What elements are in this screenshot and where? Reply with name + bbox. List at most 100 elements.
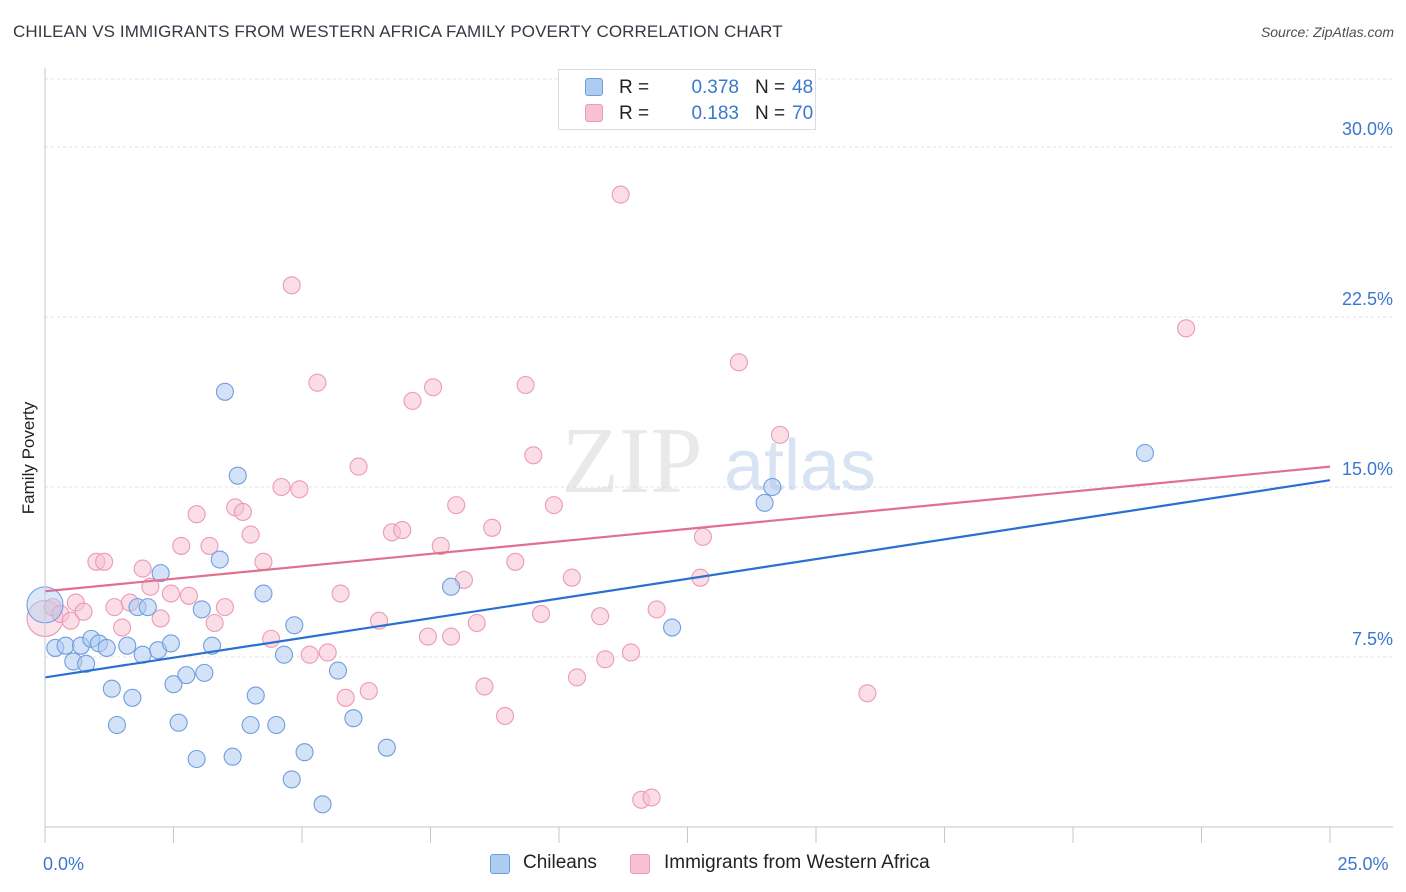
- immigrants-point: [151, 609, 170, 628]
- immigrants-point: [567, 668, 587, 687]
- chileans-point: [254, 584, 273, 603]
- y-tick-label: 7.5%: [1352, 629, 1393, 649]
- chileans-point: [267, 715, 286, 735]
- immigrants-point: [61, 611, 80, 630]
- source-label: Source: ZipAtlas.com: [1260, 24, 1394, 40]
- chileans-point: [274, 645, 294, 664]
- immigrants-point: [187, 505, 206, 524]
- legend-r-label: R =: [619, 103, 650, 124]
- immigrants-point: [349, 457, 368, 476]
- immigrants-point: [442, 627, 461, 646]
- chileans-point: [210, 550, 229, 569]
- chileans-point: [151, 564, 170, 583]
- chileans-point: [1135, 443, 1155, 463]
- immigrants-point: [770, 425, 790, 444]
- immigrants-point: [562, 568, 581, 587]
- legend-swatch-blue: [585, 78, 603, 96]
- legend-r-value: 0.183: [691, 103, 739, 124]
- immigrants-point: [447, 496, 466, 515]
- chileans-point: [763, 477, 782, 497]
- immigrants-point: [424, 378, 443, 397]
- chileans-point: [295, 743, 314, 762]
- immigrants-point: [200, 536, 219, 555]
- immigrants-point: [531, 604, 551, 623]
- legend-n-value: 48: [792, 77, 814, 98]
- chileans-point: [215, 382, 234, 401]
- legend-r-label: R =: [619, 77, 650, 98]
- chileans-point: [102, 679, 121, 698]
- chileans-point: [77, 654, 96, 673]
- chileans-point: [223, 747, 242, 766]
- pink-points: [26, 185, 1196, 809]
- immigrants-point: [467, 613, 486, 633]
- immigrants-point: [300, 645, 319, 664]
- chileans-point: [192, 600, 211, 619]
- immigrants-point: [1177, 319, 1196, 338]
- immigrants-point: [272, 477, 291, 497]
- immigrants-point: [74, 602, 93, 621]
- immigrants-point: [642, 788, 661, 807]
- immigrants-point: [506, 552, 525, 571]
- immigrants-point: [524, 446, 543, 465]
- chileans-point: [164, 675, 183, 694]
- immigrants-point: [179, 586, 198, 605]
- chileans-point: [56, 636, 75, 655]
- immigrants-point: [647, 600, 666, 619]
- chileans-point: [442, 577, 461, 596]
- immigrants-point: [331, 584, 350, 603]
- chileans-point: [161, 634, 180, 653]
- immigrants-point: [596, 650, 615, 669]
- bottom-legend-label-immigrants: Immigrants from Western Africa: [664, 852, 930, 873]
- legend-swatch-pink: [585, 104, 603, 122]
- immigrants-point: [729, 353, 748, 372]
- immigrants-point: [113, 618, 132, 637]
- immigrants-point: [431, 536, 450, 555]
- immigrants-point: [611, 185, 630, 204]
- immigrants-point: [172, 536, 191, 555]
- immigrants-point: [693, 527, 712, 546]
- chart-title: CHILEAN VS IMMIGRANTS FROM WESTERN AFRIC…: [13, 22, 783, 41]
- immigrants-point: [241, 525, 260, 544]
- legend-n-value: 70: [792, 103, 814, 124]
- immigrants-point: [359, 681, 378, 701]
- immigrants-point: [105, 598, 124, 617]
- chileans-point: [187, 749, 206, 769]
- immigrants-point: [621, 643, 641, 662]
- immigrants-point: [318, 643, 337, 662]
- immigrants-trend-line: [44, 465, 1331, 593]
- x-tick-label: 0.0%: [43, 854, 84, 874]
- immigrants-point: [161, 584, 180, 603]
- chileans-point: [123, 688, 142, 707]
- y-tick-label: 22.5%: [1342, 289, 1393, 309]
- chileans-point: [228, 466, 247, 485]
- immigrants-point: [591, 607, 610, 626]
- y-tick-label: 15.0%: [1342, 459, 1393, 479]
- immigrants-point: [483, 518, 502, 537]
- immigrants-point: [475, 677, 494, 696]
- watermark-zip: ZIP: [562, 409, 703, 513]
- immigrants-point: [282, 276, 301, 295]
- chileans-point: [97, 638, 116, 657]
- immigrants-point: [233, 502, 252, 521]
- chileans-point: [169, 713, 188, 732]
- chileans-point: [285, 616, 304, 635]
- immigrants-point: [495, 706, 515, 725]
- chileans-point: [282, 770, 301, 789]
- legend-n-label: N =: [755, 103, 786, 124]
- grid-layer: [45, 78, 1393, 658]
- chileans-point: [313, 795, 332, 814]
- chileans-point: [755, 493, 774, 512]
- immigrants-point: [254, 552, 273, 571]
- chileans-point: [195, 663, 214, 682]
- chileans-point: [241, 715, 260, 735]
- chileans-point: [138, 598, 157, 617]
- legend-r-value: 0.378: [691, 77, 739, 98]
- chileans-trend-line: [44, 479, 1331, 679]
- chileans-point: [344, 709, 363, 728]
- immigrants-point: [393, 521, 412, 540]
- immigrants-point: [544, 496, 563, 515]
- immigrants-point: [336, 688, 355, 707]
- chileans-point: [203, 636, 222, 655]
- immigrants-point: [516, 375, 535, 395]
